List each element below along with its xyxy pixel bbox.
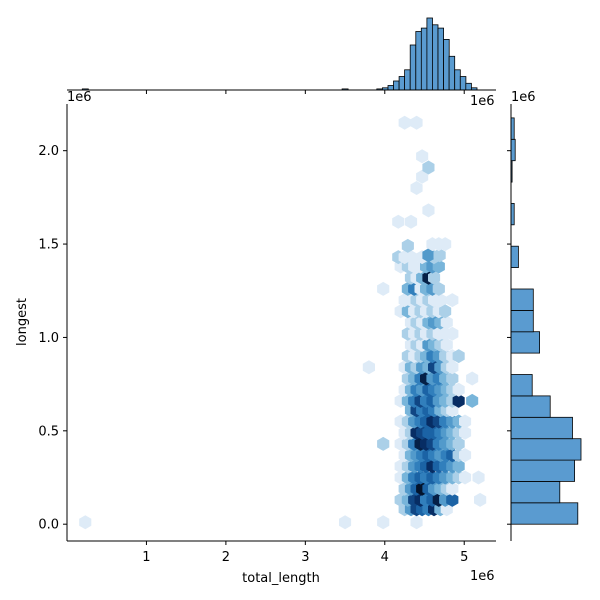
marginal-y-bar	[510, 502, 579, 525]
marginal-y-bar	[510, 416, 573, 440]
hexbin-cell	[446, 403, 459, 418]
marginal-y-bar	[510, 309, 534, 333]
marginal-y-histogram	[510, 117, 582, 525]
marginal-y-bar	[510, 288, 534, 311]
marginal-y-bar	[510, 480, 561, 504]
hexbin-cell	[474, 492, 487, 507]
hexbin-cell	[433, 248, 446, 263]
hexbin-cell	[404, 250, 418, 265]
hexbin-cell	[410, 115, 423, 130]
hexbin-cell	[452, 436, 465, 451]
x-tick-label: 1	[142, 550, 150, 565]
x-tick-label: 5	[460, 550, 468, 565]
marginal-x-bar	[398, 76, 406, 91]
hexbin-cell	[446, 371, 459, 386]
hexbin-cell	[446, 293, 459, 308]
marginal-y-bar	[510, 395, 551, 418]
hexbin-cell	[410, 181, 423, 195]
hexbin-cell	[79, 515, 92, 530]
hexbin-cell	[339, 515, 352, 530]
hexbin-cell	[398, 115, 411, 130]
y-offset-label-main: 1e6	[67, 90, 92, 105]
hexbin-cell	[452, 459, 465, 474]
hexbin-layer	[79, 115, 487, 530]
hexbin-cell	[440, 337, 453, 352]
hexbin-cell	[439, 304, 452, 319]
x-offset-label-top: 1e6	[470, 94, 495, 109]
hexbin-cell	[446, 326, 459, 341]
y-axis-label: longest	[15, 298, 30, 346]
y-tick-label: 1.5	[38, 238, 59, 253]
y-tick-label: 1.0	[38, 331, 59, 346]
marginal-y-bar	[510, 245, 519, 268]
marginal-x-bar	[465, 82, 472, 91]
hexbin-cell	[422, 203, 435, 218]
marginal-x-bar	[454, 69, 461, 91]
hexbin-cell	[459, 414, 472, 429]
hexbin-cell	[432, 281, 445, 296]
marginal-x-bar	[431, 24, 439, 91]
hexbin-cell	[416, 149, 429, 164]
hexbin-cell	[422, 248, 435, 263]
hexbin-cell	[472, 470, 485, 485]
marginal-x-bar	[448, 55, 456, 91]
hexbin-cell	[377, 436, 390, 451]
hexbin-cell	[459, 425, 472, 440]
x-tick-label: 3	[301, 550, 309, 565]
marginal-x-bar	[426, 17, 433, 91]
hexbin-cell	[466, 371, 479, 386]
x-axis-label: total_length	[242, 571, 320, 586]
hexbin-cell	[440, 315, 453, 330]
y-tick-label: 2.0	[38, 144, 59, 159]
hexbin-cell	[459, 470, 472, 485]
y-tick-label: 0.0	[38, 518, 59, 533]
hexbin-cell	[377, 281, 390, 296]
marginal-y-bar	[510, 459, 575, 482]
x-offset-label: 1e6	[470, 569, 495, 584]
hexbin-cell	[392, 214, 405, 229]
hexbin-cell	[428, 270, 441, 285]
marginal-x-histogram	[81, 17, 478, 91]
hexbin-cell	[446, 481, 459, 496]
hexbin-cell	[446, 492, 459, 507]
hexbin-cell	[416, 169, 429, 184]
hexbin-cell	[446, 360, 459, 375]
hexbin-cell	[362, 360, 375, 375]
hexbin-cell	[404, 214, 418, 229]
marginal-x-bar	[409, 44, 417, 91]
ticks: 1 2 3 4 5 0.0 0.5 1.0 1.5 2.0	[38, 90, 511, 565]
marginal-y-bar	[510, 438, 582, 461]
hexbin-cell	[434, 293, 447, 308]
y-tick-label: 0.5	[38, 424, 59, 439]
hexbin-cell	[459, 448, 472, 463]
marginal-x-bar	[437, 27, 444, 91]
hexbin-cell	[401, 238, 414, 253]
y-offset-label-right: 1e6	[511, 90, 536, 105]
marginal-y-bar	[510, 331, 541, 354]
marginal-x-bar	[393, 80, 400, 91]
marginal-x-bar	[387, 85, 394, 91]
hexbin-cell	[410, 515, 423, 530]
marginal-x-bar	[459, 76, 467, 91]
hexbin-cell	[466, 393, 479, 408]
marginal-x-bar	[415, 31, 422, 91]
marginal-x-bar	[420, 27, 428, 91]
hexbin-cell	[452, 393, 465, 408]
marginal-y-bar	[510, 374, 533, 397]
hexbin-cell	[377, 515, 390, 530]
hexbin-cell	[452, 349, 465, 364]
hexbin-cell	[452, 382, 465, 397]
x-tick-label: 2	[222, 550, 230, 565]
hexbin-cell	[422, 160, 435, 175]
marginal-x-bar	[443, 39, 450, 91]
marginal-x-bar	[404, 69, 411, 91]
hexbin-cell	[439, 237, 452, 252]
axes	[66, 89, 512, 542]
marginal-y-bar	[510, 138, 516, 162]
x-tick-label: 4	[381, 550, 389, 565]
